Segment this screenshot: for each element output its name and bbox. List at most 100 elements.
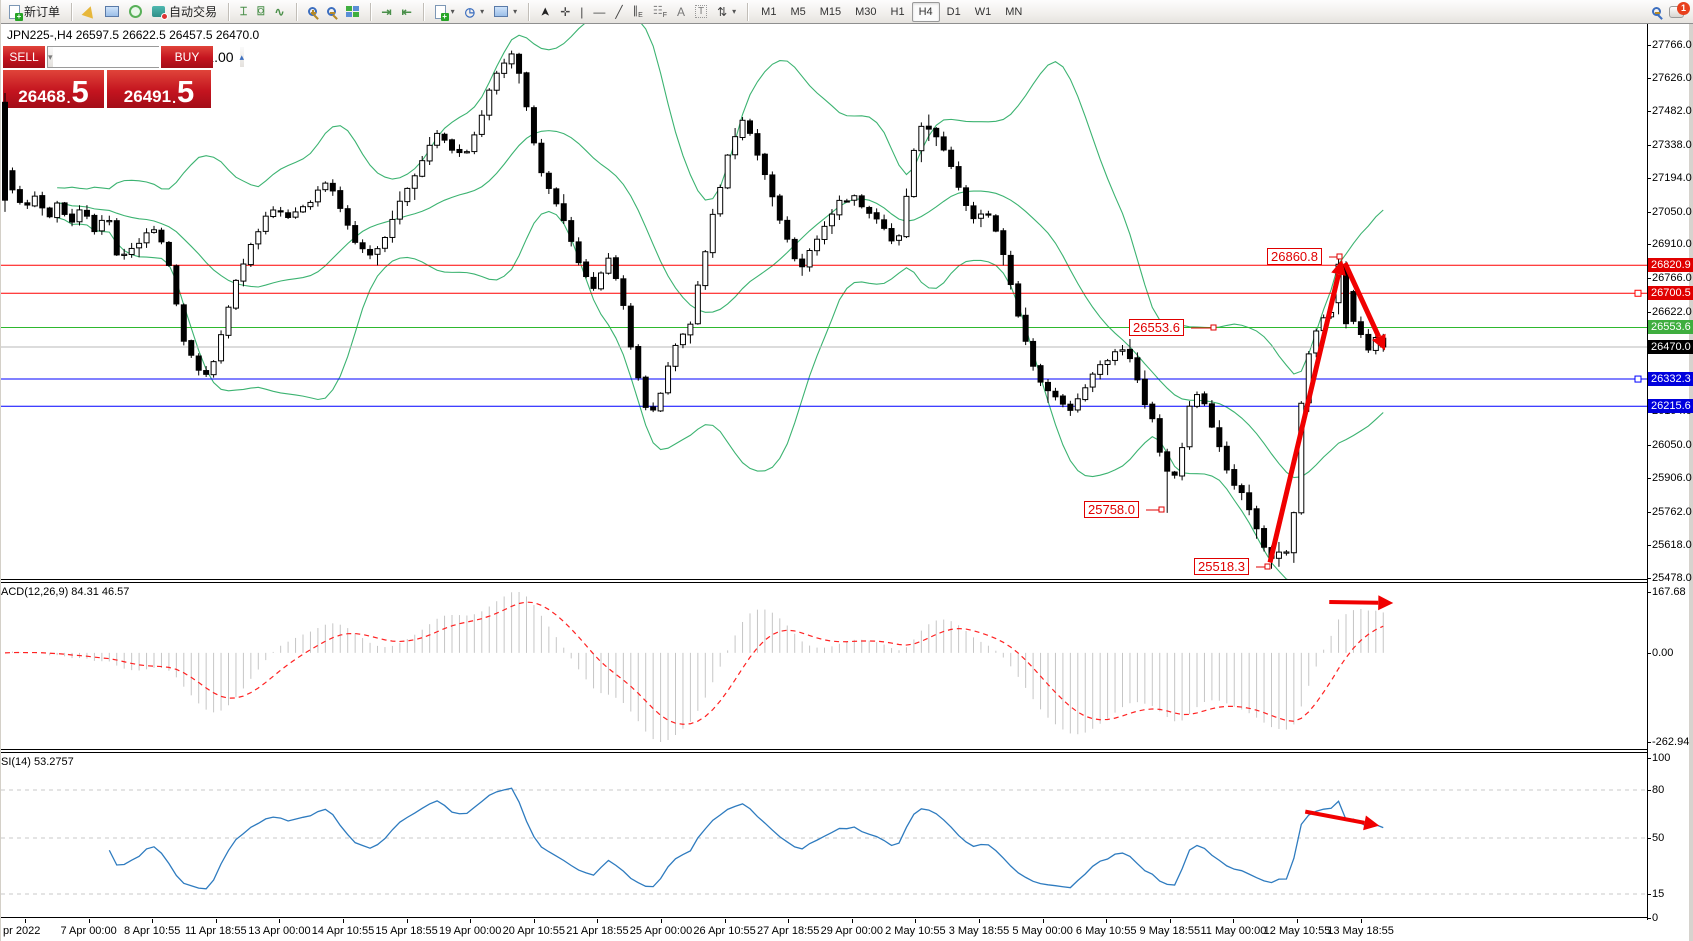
time-axis[interactable]: pr 2022 7 Apr 00:00 8 Apr 10:55 11 Apr 18:5…: [1, 919, 1647, 941]
fibonacci-tool[interactable]: ☷F: [648, 2, 672, 22]
crosshair-tool-button[interactable]: ✛: [555, 2, 575, 22]
templates-button[interactable]: ▾: [489, 2, 522, 22]
axis-tick: [1647, 545, 1651, 547]
date-label: 25 Apr 00:00: [629, 925, 693, 937]
date-tick: [979, 919, 980, 923]
buy-button[interactable]: BUY: [161, 46, 213, 68]
level-handle[interactable]: [1634, 375, 1642, 383]
candle-bull: [702, 251, 709, 287]
candle-bear: [39, 195, 46, 209]
candle-bear: [516, 53, 523, 74]
cursor-tool-button[interactable]: ➤: [535, 2, 555, 22]
trend-arrow-1[interactable]: [1267, 273, 1341, 564]
zoom-out-icon: [326, 7, 338, 20]
trendline-tool[interactable]: ╱: [610, 2, 627, 22]
timeframe-button-m15[interactable]: M15: [819, 5, 842, 18]
candle-bull: [471, 134, 478, 153]
timeframe-button-h1[interactable]: H1: [890, 5, 905, 18]
zoom-out-button[interactable]: [322, 2, 341, 22]
tile-windows-button[interactable]: [341, 2, 364, 22]
candle-bull: [806, 250, 813, 268]
candle-bear: [1030, 340, 1037, 367]
candle-bull: [739, 119, 746, 138]
candle-bear: [992, 215, 999, 232]
candle-bear: [747, 120, 753, 134]
panel-separator-macd[interactable]: [1, 579, 1647, 583]
vertical-line-tool[interactable]: |: [575, 2, 588, 22]
autotrade-button[interactable]: 自动交易: [147, 2, 222, 22]
candle-bull: [54, 202, 61, 219]
price-annotation-26553.6[interactable]: 26553.6: [1129, 319, 1184, 336]
timeframe-button-d1[interactable]: D1: [946, 5, 961, 18]
auto-scroll-button[interactable]: ⇥: [377, 2, 397, 22]
timeframe-button-w1[interactable]: W1: [974, 5, 992, 18]
macd-scale-top: 167.68: [1652, 586, 1686, 598]
candle-bull: [709, 213, 716, 254]
text-tool[interactable]: A: [672, 2, 690, 22]
line-chart-button[interactable]: ∿: [269, 2, 289, 22]
price-annotation-25518.3[interactable]: 25518.3: [1194, 558, 1249, 575]
price-annotation-26860.8[interactable]: 26860.8: [1267, 248, 1322, 265]
search-icon[interactable]: [1652, 7, 1663, 20]
rsi-scale-50: 50: [1652, 832, 1665, 844]
timeframe-button-m1[interactable]: M1: [761, 5, 777, 18]
new-chart-button[interactable]: + ▾: [430, 2, 460, 22]
timeframe-button-mn[interactable]: MN: [1005, 5, 1023, 18]
channel-tool[interactable]: ∥E: [628, 2, 648, 22]
candle-bear: [776, 195, 783, 221]
date-label: 20 Apr 10:55: [502, 925, 565, 937]
notifications-icon[interactable]: 1: [1669, 1, 1690, 18]
text-tool-icon: A: [676, 4, 685, 19]
price-chart-canvas[interactable]: [1, 24, 1647, 580]
price-annotation-25758.0[interactable]: 25758.0: [1084, 501, 1139, 518]
bollinger-lower[interactable]: [56, 210, 1383, 580]
new-order-button[interactable]: + 新订单: [4, 2, 65, 22]
candle-bear: [1126, 348, 1133, 360]
level-handle[interactable]: [1634, 289, 1642, 297]
horizontal-line-tool[interactable]: —: [588, 2, 610, 22]
chart-shift-button[interactable]: ⇤: [397, 2, 417, 22]
sell-price[interactable]: 26468 . 5: [3, 70, 104, 108]
autotrade-label: 自动交易: [169, 5, 218, 19]
candlestick-chart-button[interactable]: ⌼: [252, 2, 269, 22]
panel-separator-rsi[interactable]: [1, 749, 1647, 753]
rsi-arrow[interactable]: [1304, 809, 1365, 825]
candle-bull: [1186, 405, 1193, 448]
timeframe-button-h4[interactable]: H4: [911, 1, 940, 22]
bollinger-middle[interactable]: [57, 130, 1384, 479]
candle-bear: [83, 209, 90, 217]
candle-bull: [977, 213, 984, 219]
macd-arrow[interactable]: [1329, 600, 1379, 605]
signals-button[interactable]: [124, 2, 147, 22]
rsi-scale-100: 100: [1652, 752, 1671, 764]
timeframe-button-m5[interactable]: M5: [790, 5, 806, 18]
volume-decrease-button[interactable]: ▾: [48, 47, 53, 67]
volume-increase-button[interactable]: ▴: [239, 47, 245, 67]
candle-bull: [598, 272, 604, 290]
price-tick-26622.0: 26622.0: [1652, 305, 1692, 318]
market-watch-button[interactable]: [78, 2, 100, 22]
arrows-tool-button[interactable]: ⇅ ▾: [717, 4, 737, 19]
data-window-button[interactable]: [100, 2, 124, 22]
period-button[interactable]: ◷ ▾: [464, 4, 485, 19]
candle-bull: [1275, 551, 1282, 559]
text-label-tool[interactable]: T: [690, 2, 712, 22]
axis-tick: [1647, 311, 1651, 313]
candle-bull: [404, 187, 411, 203]
macd-canvas[interactable]: [1, 583, 1647, 750]
date-label: 6 May 10:55: [1075, 925, 1137, 937]
price-tag-26470.0: 26470.0: [1648, 339, 1693, 354]
bar-chart-button[interactable]: ⌶: [235, 2, 252, 22]
timeframe-button-m30[interactable]: M30: [855, 5, 877, 18]
sell-button[interactable]: SELL: [3, 46, 45, 68]
candle-bull: [76, 209, 83, 223]
rsi-canvas[interactable]: [1, 753, 1647, 918]
zoom-in-button[interactable]: [303, 2, 322, 22]
trendline-icon: ╱: [615, 4, 623, 19]
axis-tick: [1647, 894, 1651, 895]
date-label: 12 May 10:55: [1263, 925, 1331, 937]
candle-bear: [16, 189, 23, 203]
price-tick-26910.0: 26910.0: [1652, 238, 1692, 251]
buy-price[interactable]: 26491 . 5: [107, 70, 211, 108]
trend-arrow-2[interactable]: [1342, 262, 1382, 338]
